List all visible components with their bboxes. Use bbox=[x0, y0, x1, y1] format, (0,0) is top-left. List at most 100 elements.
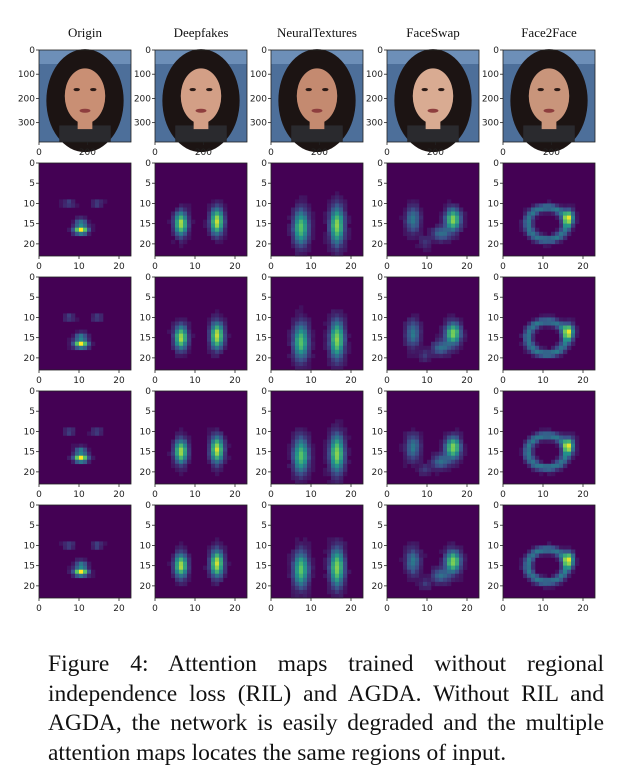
x-tick-label: 20 bbox=[345, 490, 357, 500]
x-tick-label: 10 bbox=[305, 604, 317, 614]
y-tick-label: 15 bbox=[140, 334, 151, 344]
column-title: FaceSwap bbox=[406, 25, 459, 40]
y-tick-label: 5 bbox=[493, 293, 499, 303]
x-tick-label: 0 bbox=[36, 148, 42, 158]
y-tick-label: 0 bbox=[261, 159, 267, 169]
y-tick-label: 15 bbox=[24, 448, 35, 458]
y-tick-label: 5 bbox=[261, 521, 267, 531]
y-tick-label: 10 bbox=[488, 541, 500, 551]
x-tick-label: 0 bbox=[152, 604, 158, 614]
y-tick-label: 20 bbox=[256, 468, 268, 478]
figure-caption: Figure 4: Attention maps trained without… bbox=[48, 650, 604, 768]
column-title: NeuralTextures bbox=[277, 25, 357, 40]
y-tick-label: 20 bbox=[488, 468, 500, 478]
x-tick-label: 0 bbox=[152, 148, 158, 158]
x-tick-label: 10 bbox=[189, 490, 201, 500]
y-tick-label: 5 bbox=[145, 407, 151, 417]
x-tick-label: 10 bbox=[537, 262, 549, 272]
x-tick-label: 0 bbox=[500, 148, 506, 158]
x-tick-label: 0 bbox=[500, 262, 506, 272]
x-tick-label: 0 bbox=[384, 490, 390, 500]
x-tick-label: 20 bbox=[113, 376, 125, 386]
y-tick-label: 15 bbox=[256, 334, 267, 344]
x-tick-label: 0 bbox=[500, 376, 506, 386]
y-tick-label: 15 bbox=[488, 220, 499, 230]
y-tick-label: 10 bbox=[24, 541, 36, 551]
x-tick-label: 10 bbox=[189, 604, 201, 614]
y-tick-label: 100 bbox=[134, 70, 151, 80]
x-tick-label: 10 bbox=[305, 376, 317, 386]
y-tick-label: 0 bbox=[377, 159, 383, 169]
y-tick-label: 0 bbox=[493, 46, 499, 56]
y-tick-label: 10 bbox=[372, 199, 384, 209]
y-tick-label: 0 bbox=[145, 387, 151, 397]
y-tick-label: 5 bbox=[377, 293, 383, 303]
y-tick-label: 20 bbox=[24, 468, 36, 478]
face-image bbox=[386, 49, 480, 153]
x-tick-label: 0 bbox=[152, 376, 158, 386]
y-tick-label: 20 bbox=[256, 354, 268, 364]
x-tick-label: 10 bbox=[189, 376, 201, 386]
x-tick-label: 10 bbox=[189, 262, 201, 272]
y-tick-label: 15 bbox=[372, 448, 383, 458]
column-title: Deepfakes bbox=[174, 25, 229, 40]
y-tick-label: 10 bbox=[488, 427, 500, 437]
y-tick-label: 200 bbox=[482, 94, 499, 104]
x-tick-label: 10 bbox=[73, 262, 85, 272]
y-tick-label: 5 bbox=[145, 179, 151, 189]
x-tick-label: 20 bbox=[461, 376, 473, 386]
x-tick-label: 10 bbox=[73, 604, 85, 614]
y-tick-label: 20 bbox=[24, 240, 36, 250]
y-tick-label: 20 bbox=[24, 582, 36, 592]
x-tick-label: 200 bbox=[79, 148, 96, 158]
y-tick-label: 0 bbox=[145, 273, 151, 283]
y-tick-label: 10 bbox=[256, 541, 268, 551]
y-tick-label: 20 bbox=[140, 468, 152, 478]
y-tick-label: 20 bbox=[140, 582, 152, 592]
x-tick-label: 10 bbox=[73, 490, 85, 500]
y-tick-label: 0 bbox=[261, 387, 267, 397]
y-tick-label: 15 bbox=[372, 562, 383, 572]
x-tick-label: 0 bbox=[268, 262, 274, 272]
attention-map bbox=[270, 276, 364, 371]
face-image bbox=[154, 49, 248, 153]
y-tick-label: 200 bbox=[366, 94, 383, 104]
attention-map bbox=[154, 162, 248, 257]
x-tick-label: 10 bbox=[421, 262, 433, 272]
x-tick-label: 0 bbox=[36, 490, 42, 500]
y-tick-label: 15 bbox=[140, 220, 151, 230]
attention-map bbox=[386, 276, 480, 371]
y-tick-label: 10 bbox=[140, 427, 152, 437]
x-tick-label: 20 bbox=[113, 490, 125, 500]
x-tick-label: 0 bbox=[384, 148, 390, 158]
y-tick-label: 15 bbox=[24, 334, 35, 344]
x-tick-label: 0 bbox=[500, 604, 506, 614]
x-tick-label: 10 bbox=[421, 604, 433, 614]
y-tick-label: 15 bbox=[140, 448, 151, 458]
x-tick-label: 10 bbox=[305, 490, 317, 500]
attention-map bbox=[502, 162, 596, 257]
y-tick-label: 5 bbox=[377, 407, 383, 417]
y-tick-label: 300 bbox=[18, 119, 35, 129]
face-image bbox=[270, 49, 364, 153]
y-tick-label: 5 bbox=[29, 521, 35, 531]
y-tick-label: 20 bbox=[372, 582, 384, 592]
x-tick-label: 0 bbox=[268, 376, 274, 386]
attention-map bbox=[270, 162, 364, 257]
y-tick-label: 300 bbox=[366, 119, 383, 129]
y-tick-label: 5 bbox=[29, 407, 35, 417]
x-tick-label: 0 bbox=[36, 604, 42, 614]
x-tick-label: 200 bbox=[311, 148, 328, 158]
y-tick-label: 20 bbox=[24, 354, 36, 364]
y-tick-label: 10 bbox=[488, 313, 500, 323]
y-tick-label: 300 bbox=[250, 119, 267, 129]
y-tick-label: 15 bbox=[372, 334, 383, 344]
y-tick-label: 5 bbox=[29, 293, 35, 303]
x-tick-label: 20 bbox=[577, 376, 589, 386]
y-tick-label: 20 bbox=[256, 582, 268, 592]
y-tick-label: 0 bbox=[493, 501, 499, 511]
x-tick-label: 0 bbox=[500, 490, 506, 500]
x-tick-label: 0 bbox=[384, 262, 390, 272]
y-tick-label: 10 bbox=[140, 199, 152, 209]
y-tick-label: 5 bbox=[377, 179, 383, 189]
